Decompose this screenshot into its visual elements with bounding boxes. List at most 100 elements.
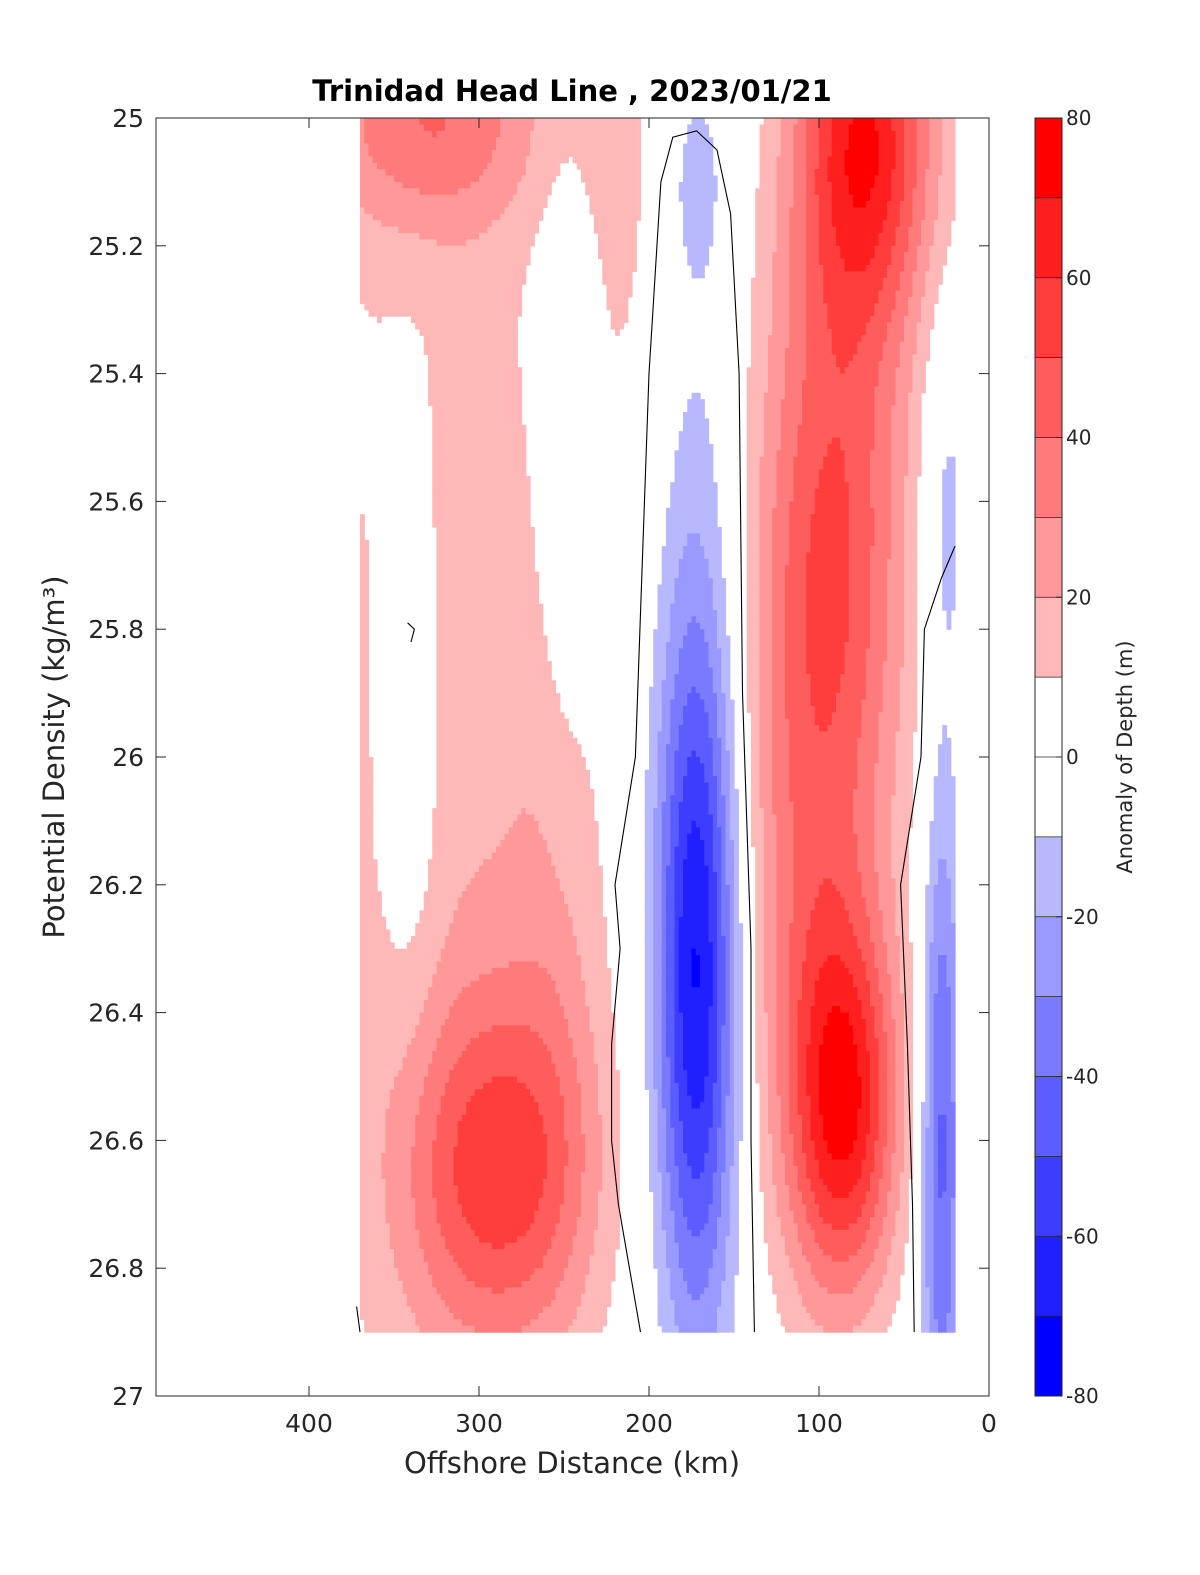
contour-fill xyxy=(810,673,841,681)
contour-fill xyxy=(717,616,727,624)
contour-fill xyxy=(725,1140,735,1148)
contour-fill xyxy=(644,1025,654,1033)
contour-fill xyxy=(691,827,701,835)
contour-fill xyxy=(831,712,863,720)
contour-fill xyxy=(814,1146,829,1154)
contour-fill xyxy=(891,520,905,528)
contour-fill xyxy=(385,1114,416,1122)
contour-fill xyxy=(904,264,918,272)
contour-fill xyxy=(381,220,493,228)
contour-fill xyxy=(946,616,952,624)
contour-fill xyxy=(751,801,761,809)
contour-fill xyxy=(360,1223,391,1231)
contour-fill xyxy=(717,878,722,886)
contour-fill xyxy=(360,1140,387,1148)
contour-fill xyxy=(942,162,956,170)
contour-fill xyxy=(700,533,722,541)
contour-fill xyxy=(432,833,506,841)
contour-fill xyxy=(398,1070,429,1078)
contour-fill xyxy=(772,763,790,771)
contour-fill xyxy=(806,590,850,598)
contour-fill xyxy=(428,399,523,407)
contour-fill xyxy=(687,757,701,764)
contour-fill xyxy=(763,852,778,860)
contour-fill xyxy=(942,137,956,145)
contour-fill xyxy=(683,1057,710,1065)
contour-fill xyxy=(780,143,795,151)
contour-fill xyxy=(564,891,603,899)
contour-fill xyxy=(593,213,642,221)
contour-fill xyxy=(432,450,527,458)
contour-fill xyxy=(950,1204,956,1212)
contour-fill xyxy=(360,1172,382,1180)
contour-fill xyxy=(908,309,922,317)
contour-fill xyxy=(755,271,773,279)
contour-fill xyxy=(938,872,948,880)
contour-fill xyxy=(776,923,790,931)
contour-fill xyxy=(806,322,829,330)
contour-fill xyxy=(929,955,939,963)
contour-fill xyxy=(921,1306,931,1314)
contour-fill xyxy=(661,1217,676,1225)
contour-fill xyxy=(725,820,731,828)
contour-fill xyxy=(946,967,956,975)
contour-fill xyxy=(806,194,820,202)
contour-fill xyxy=(916,348,931,356)
contour-fill xyxy=(674,923,680,931)
contour-fill xyxy=(457,1134,548,1141)
contour-fill xyxy=(708,929,718,937)
contour-fill xyxy=(517,188,552,196)
contour-fill xyxy=(865,1197,880,1205)
contour-fill xyxy=(806,233,820,241)
contour-fill xyxy=(819,1172,863,1180)
contour-fill xyxy=(908,443,922,451)
contour-fill xyxy=(793,130,807,138)
contour-fill xyxy=(670,852,676,860)
contour-fill xyxy=(916,143,931,151)
contour-fill xyxy=(729,1050,735,1058)
contour-fill xyxy=(929,1038,935,1046)
contour-fill xyxy=(674,967,680,975)
contour-fill xyxy=(377,162,489,170)
contour-fill xyxy=(853,194,871,202)
contour-fill xyxy=(542,1261,569,1269)
contour-fill xyxy=(861,1095,871,1103)
contour-fill xyxy=(576,948,608,956)
contour-fill xyxy=(360,514,365,522)
contour-fill xyxy=(933,220,952,228)
contour-fill xyxy=(870,1172,884,1180)
contour-fill xyxy=(704,1287,722,1295)
contour-fill xyxy=(717,1153,727,1161)
contour-fill xyxy=(780,1146,795,1154)
contour-fill xyxy=(763,916,778,924)
contour-fill xyxy=(683,169,714,177)
contour-fill xyxy=(848,916,871,924)
contour-fill xyxy=(895,303,909,311)
contour-fill xyxy=(908,450,922,458)
contour-fill xyxy=(925,1172,935,1180)
contour-fill xyxy=(661,897,667,905)
contour-fill xyxy=(717,923,722,931)
contour-fill xyxy=(848,610,871,618)
contour-fill xyxy=(712,1255,727,1263)
contour-fill xyxy=(661,1031,667,1039)
contour-fill xyxy=(666,750,676,758)
contour-fill xyxy=(674,999,680,1007)
contour-fill xyxy=(674,1146,684,1154)
contour-fill xyxy=(768,1018,778,1026)
contour-fill xyxy=(763,846,778,854)
contour-fill xyxy=(666,903,676,911)
contour-fill xyxy=(874,1159,884,1167)
contour-fill xyxy=(942,143,956,151)
contour-fill xyxy=(759,1159,773,1167)
contour-fill xyxy=(853,201,867,209)
contour-fill xyxy=(683,156,714,164)
contour-fill xyxy=(687,405,705,413)
contour-fill xyxy=(729,1197,739,1205)
contour-fill xyxy=(572,1242,595,1250)
contour-fill xyxy=(925,993,931,1001)
contour-fill xyxy=(717,635,731,643)
contour-fill xyxy=(423,1082,446,1090)
contour-fill xyxy=(734,903,739,911)
contour-fill xyxy=(802,967,820,975)
